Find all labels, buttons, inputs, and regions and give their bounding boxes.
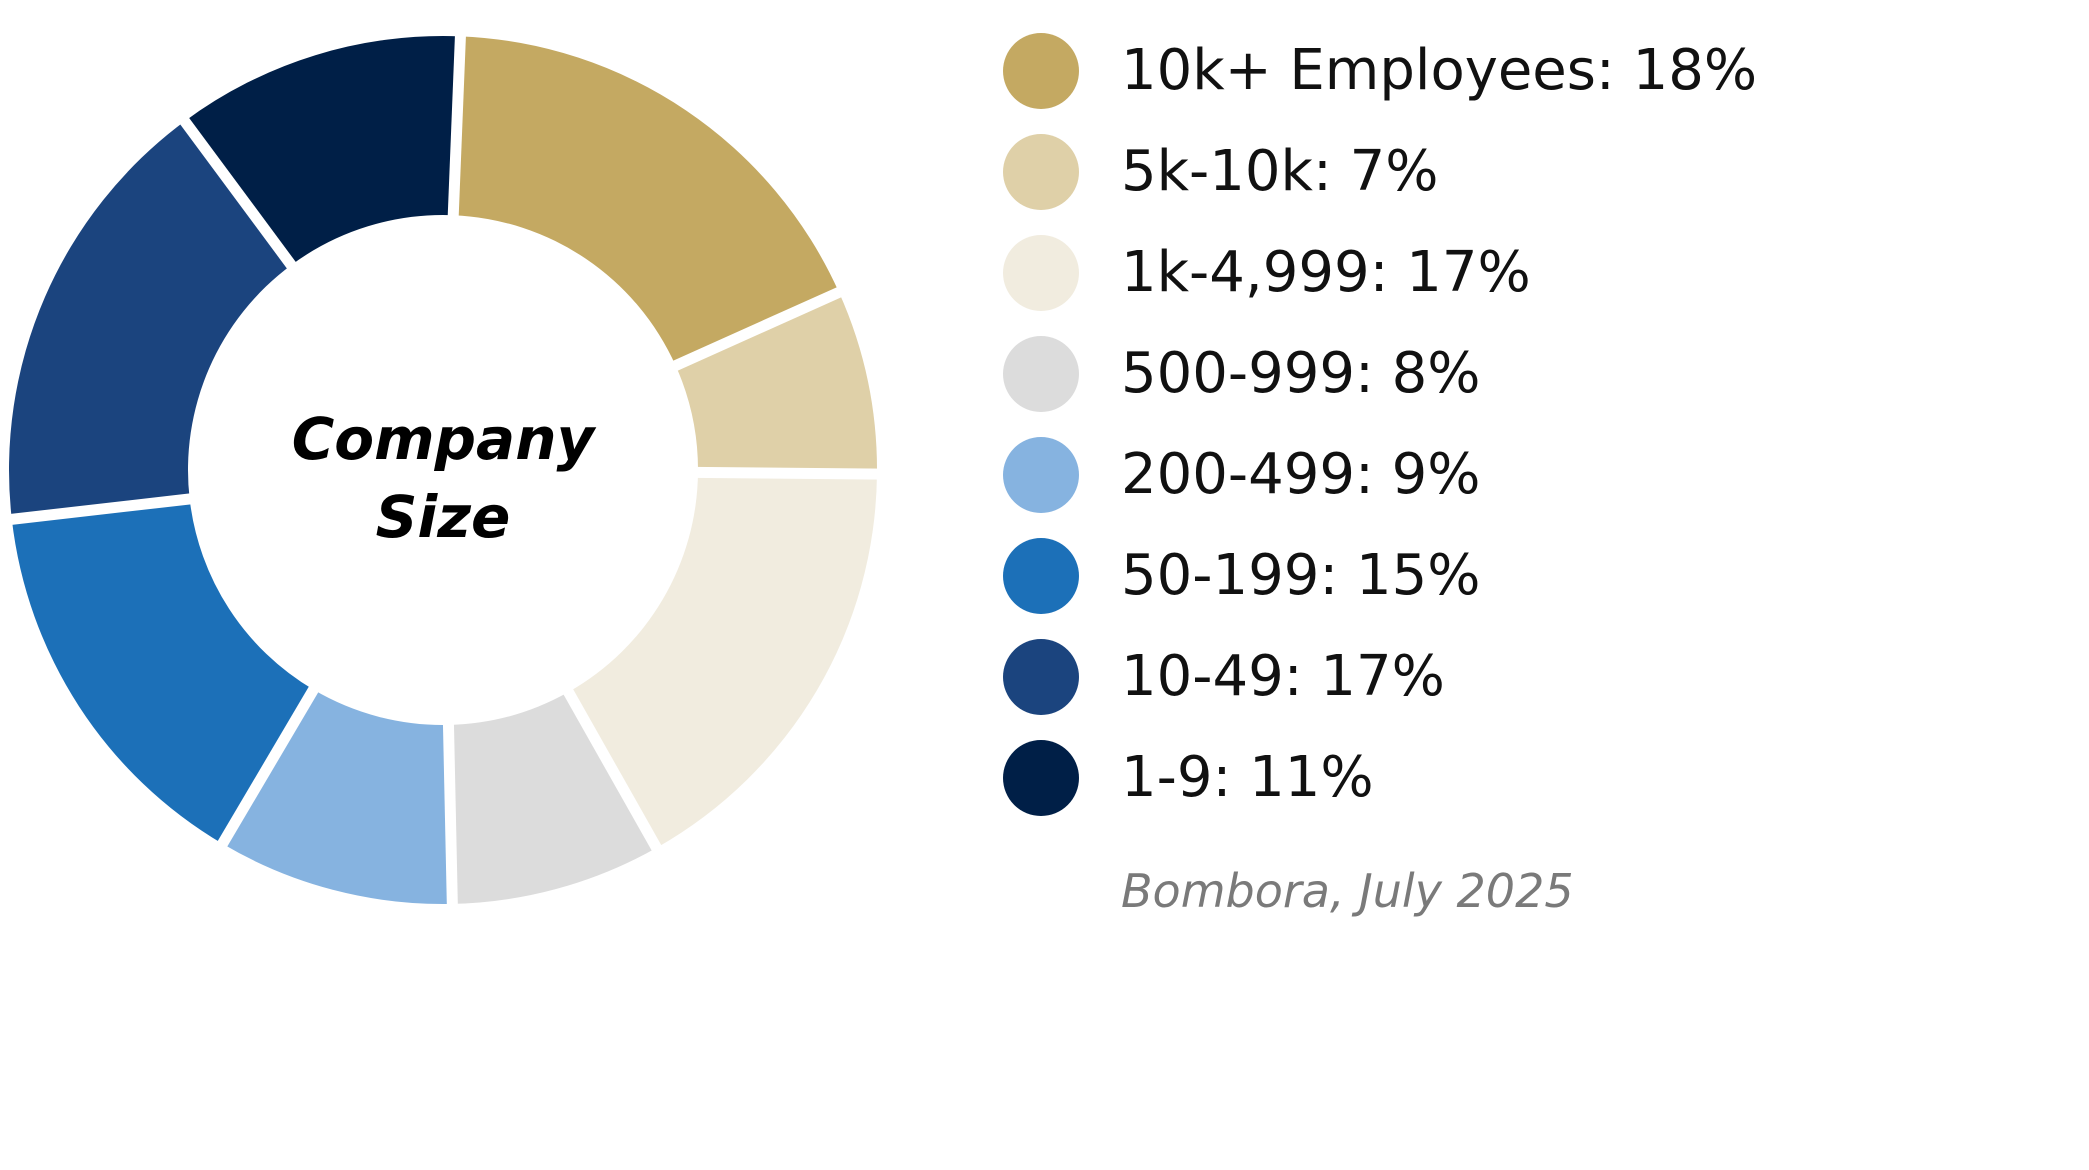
legend-label: 500-999: 8% [1121,341,1481,406]
chart-legend: 10k+ Employees: 18% 5k-10k: 7% 1k-4,999:… [1003,20,2063,828]
legend-swatch [1003,537,1079,614]
center-label-line-2: Size [375,483,511,551]
chart-center-label: Company Size [243,400,643,556]
legend-item-5k-10k: 5k-10k: 7% [1003,121,2063,222]
legend-label: 1-9: 11% [1121,745,1374,810]
legend-swatch [1003,638,1079,715]
slice-separator [214,683,321,852]
donut-slice-200-499 [222,689,453,904]
legend-swatch [1003,739,1079,816]
legend-item-500-999: 500-999: 8% [1003,323,2063,424]
legend-swatch [1003,436,1079,513]
legend-swatch [1003,335,1079,412]
legend-label: 200-499: 9% [1121,442,1481,507]
legend-label: 50-199: 15% [1121,543,1481,608]
legend-label: 1k-4,999: 17% [1121,240,1531,305]
legend-item-50-199: 50-199: 15% [1003,525,2063,626]
slice-separator [669,284,847,373]
donut-slice-500-999 [448,692,657,904]
donut-slice-10-49 [8,121,292,520]
slice-separator [561,685,665,856]
legend-item-10-49: 10-49: 17% [1003,626,2063,727]
center-label-line-1: Company [291,405,595,473]
source-note: Bombora, July 2025 [1121,864,1574,918]
legend-label: 5k-10k: 7% [1121,139,1439,204]
slice-separator [442,720,458,911]
donut-slice-5k-10k [675,292,878,475]
slice-separator [5,493,195,526]
slice-separator [693,466,884,480]
donut-chart [5,30,884,911]
slice-separator [447,30,467,220]
legend-swatch [1003,133,1079,210]
legend-label: 10k+ Employees: 18% [1121,38,1758,103]
legend-item-1-9: 1-9: 11% [1003,727,2063,828]
legend-item-1k-4999: 1k-4,999: 17% [1003,222,2063,323]
donut-slice-1k-4-999 [568,472,877,848]
legend-swatch [1003,234,1079,311]
legend-item-200-499: 200-499: 9% [1003,424,2063,525]
legend-label: 10-49: 17% [1121,644,1445,709]
slice-separator [176,113,299,272]
donut-slice-10k-employees [453,36,839,366]
donut-slice-50-199 [11,498,314,844]
legend-item-10k-plus: 10k+ Employees: 18% [1003,20,2063,121]
legend-swatch [1003,32,1079,109]
